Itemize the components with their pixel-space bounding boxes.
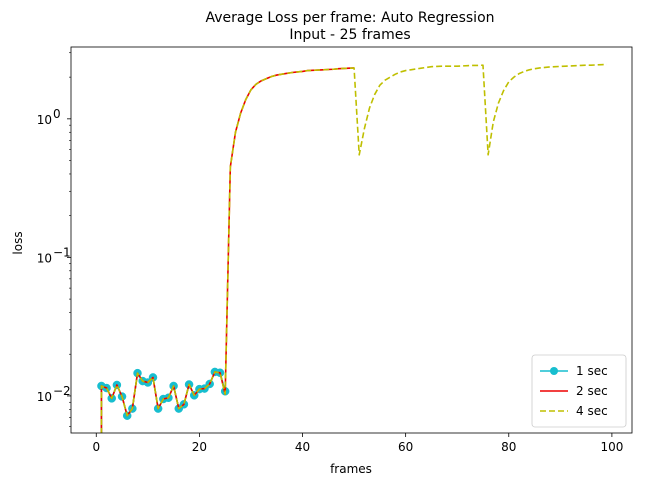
chart-subtitle: Input - 25 frames [289, 27, 410, 43]
y-tick-label: 10 [37, 390, 52, 404]
x-tick-label: 0 [92, 440, 100, 454]
series-line [100, 63, 607, 433]
y-tick-exponent: 0 [53, 107, 61, 121]
legend-label: 4 sec [576, 404, 608, 418]
x-tick-label: 100 [600, 440, 623, 454]
x-axis-label: frames [330, 462, 372, 476]
series-line [100, 67, 355, 433]
x-tick-label: 80 [501, 440, 516, 454]
x-tick-label: 20 [192, 440, 207, 454]
y-tick-exponent: −1 [53, 245, 71, 259]
legend-label: 1 sec [576, 364, 608, 378]
y-tick-exponent: −2 [53, 384, 71, 398]
x-tick-label: 40 [295, 440, 310, 454]
y-axis-label: loss [11, 231, 25, 254]
y-tick-label: 10 [37, 113, 52, 127]
series-layer [97, 63, 607, 433]
axes-frame [70, 46, 633, 434]
x-tick-label: 60 [398, 440, 413, 454]
y-tick-label: 10 [37, 251, 52, 265]
legend-label: 2 sec [576, 384, 608, 398]
legend-marker [550, 367, 558, 375]
chart-title: Average Loss per frame: Auto Regression [205, 10, 494, 26]
